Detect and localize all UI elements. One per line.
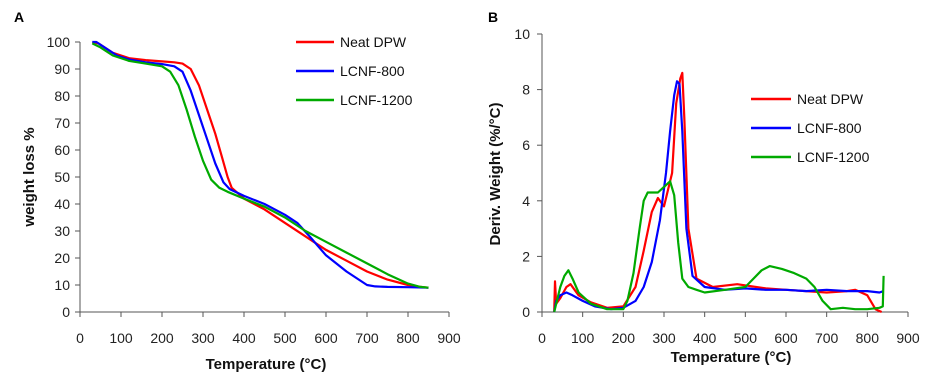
panel-a-y-tick-label: 70 <box>54 115 70 131</box>
panel-a-letter: A <box>14 9 24 25</box>
panel-b-x-axis-label: Temperature (°C) <box>671 349 792 366</box>
panel-a-y-tick-label: 0 <box>62 304 70 320</box>
panel-b-x-tick-label: 900 <box>896 330 920 346</box>
panel-b-y-tick-label: 2 <box>522 248 530 264</box>
panel-b-y-tick-label: 6 <box>522 137 530 153</box>
panel-b-x-tick-label: 0 <box>538 330 546 346</box>
panel-a-x-tick-label: 0 <box>76 330 84 346</box>
panel-b-x-tick-label: 100 <box>571 330 595 346</box>
panel-a-y-tick-label: 10 <box>54 277 70 293</box>
panel-b-x-tick-label: 500 <box>734 330 758 346</box>
panel-b-series-line-lcnf-1200 <box>553 180 885 313</box>
panel-a-y-tick-label: 30 <box>54 223 70 239</box>
panel-a-legend-label-lcnf-1200: LCNF-1200 <box>340 92 413 108</box>
panel-b-series-line-neat-dpw <box>553 71 883 313</box>
panel-b-x-tick-label: 400 <box>693 330 717 346</box>
panel-b-x-tick-label: 300 <box>652 330 676 346</box>
panel-a-series-line-lcnf-800 <box>92 40 429 289</box>
panel-a-y-tick-label: 40 <box>54 196 70 212</box>
panel-a-legend-label-neat-dpw: Neat DPW <box>340 34 407 50</box>
panel-b-x-tick-label: 600 <box>774 330 798 346</box>
panel-a-x-tick-label: 100 <box>109 330 133 346</box>
panel-a-y-tick-label: 50 <box>54 169 70 185</box>
panel-a-x-tick-label: 300 <box>191 330 215 346</box>
panel-b-x-tick-label: 800 <box>856 330 880 346</box>
panel-a-legend-label-lcnf-800: LCNF-800 <box>340 63 405 79</box>
panel-b-legend: Neat DPW LCNF-800 LCNF-1200 <box>751 91 870 165</box>
panel-a-x-tick-label: 900 <box>437 330 461 346</box>
panel-a-series-line-neat-dpw <box>92 40 429 289</box>
panel-a-x-tick-label: 800 <box>396 330 420 346</box>
panel-b-series-line-lcnf-800 <box>553 80 884 313</box>
panel-a-legend: Neat DPW LCNF-800 LCNF-1200 <box>296 34 413 108</box>
panel-a-x-tick-label: 600 <box>314 330 338 346</box>
panel-a-ticks: 0 100 200 300 400 500 600 700 800 900 0 10 20 30 40 50 6… <box>47 34 461 346</box>
panel-a-y-tick-label: 80 <box>54 88 70 104</box>
panel-a-x-axis-label: Temperature (°C) <box>206 356 327 373</box>
panel-a-series-line-lcnf-1200 <box>91 42 429 289</box>
panel-b-y-tick-label: 0 <box>522 304 530 320</box>
panel-b-letter: B <box>488 9 498 25</box>
panel-a-x-tick-label: 400 <box>232 330 256 346</box>
panel-b-x-tick-label: 200 <box>612 330 636 346</box>
panel-b-legend-label-neat-dpw: Neat DPW <box>797 91 864 107</box>
panel-a-weight-loss-chart: A 0 100 200 300 400 500 600 700 800 900 0 10 20 30 40 5… <box>14 9 461 373</box>
panel-b-legend-label-lcnf-800: LCNF-800 <box>797 120 862 136</box>
panel-b-y-tick-label: 10 <box>514 26 530 42</box>
panel-b-legend-label-lcnf-1200: LCNF-1200 <box>797 149 870 165</box>
panel-b-y-axis-label: Deriv. Weight (%/°C) <box>487 103 504 246</box>
panel-b-ticks: 0 100 200 300 400 500 600 700 800 900 0 2 4 6 8 10 <box>514 26 919 346</box>
panel-a-y-tick-label: 90 <box>54 61 70 77</box>
panel-b-derivative-chart: B 0 100 200 300 400 500 600 700 800 900 0 2 4 6 8 10 Te… <box>487 9 920 366</box>
panel-a-y-tick-label: 100 <box>47 34 71 50</box>
panel-a-y-tick-label: 60 <box>54 142 70 158</box>
panel-a-series-lines <box>91 40 429 289</box>
panel-a-y-tick-label: 20 <box>54 250 70 266</box>
panel-a-y-axis-label: weight loss % <box>21 127 38 227</box>
panel-b-series-lines <box>553 71 885 313</box>
panel-b-y-tick-label: 4 <box>522 193 530 209</box>
panel-a-x-tick-label: 500 <box>273 330 297 346</box>
panel-b-y-tick-label: 8 <box>522 82 530 98</box>
panel-a-x-tick-label: 700 <box>355 330 379 346</box>
panel-b-x-tick-label: 700 <box>815 330 839 346</box>
panel-a-x-tick-label: 200 <box>150 330 174 346</box>
